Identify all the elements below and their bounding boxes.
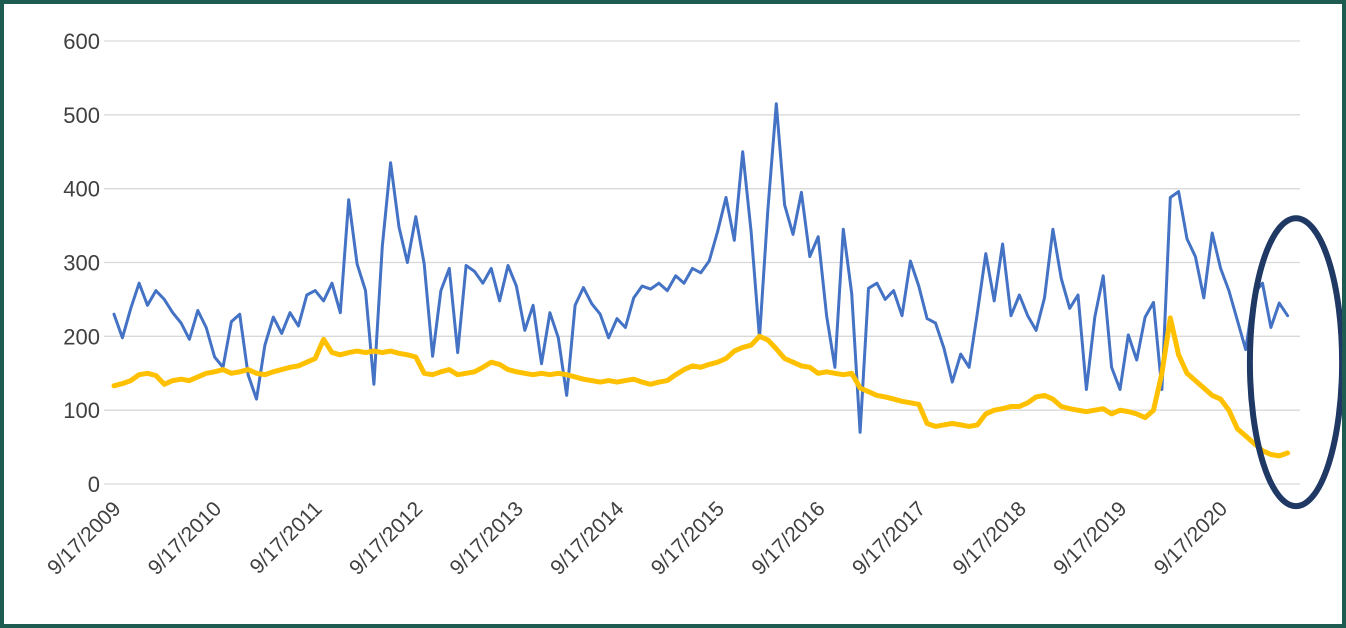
blue-series xyxy=(112,102,1290,434)
y-axis-tick-label: 100 xyxy=(63,398,100,423)
x-axis-tick-label: 9/17/2015 xyxy=(647,497,729,579)
x-axis-tick-label: 9/17/2012 xyxy=(345,497,427,579)
x-axis-tick-label: 9/17/2013 xyxy=(446,497,528,579)
y-axis-tick-label: 500 xyxy=(63,103,100,128)
x-axis-tick-label: 9/17/2019 xyxy=(1049,497,1131,579)
x-axis-tick-label: 9/17/2018 xyxy=(949,497,1031,579)
x-axis-tick-label: 9/17/2017 xyxy=(848,497,930,579)
y-axis-tick-label: 300 xyxy=(63,251,100,276)
x-axis-tick-label: 9/17/2010 xyxy=(144,497,226,579)
x-axis-tick-label: 9/17/2014 xyxy=(546,497,629,580)
x-axis-tick-label: 9/17/2020 xyxy=(1150,497,1232,579)
y-axis-tick-label: 600 xyxy=(63,29,100,54)
highlight-ellipse xyxy=(1246,215,1342,510)
y-axis-tick-label: 400 xyxy=(63,177,100,202)
y-axis-tick-label: 200 xyxy=(63,324,100,349)
yellow-series xyxy=(111,315,1291,459)
y-axis-tick-label: 0 xyxy=(88,472,100,497)
x-axis-tick-label: 9/17/2009 xyxy=(43,497,125,579)
x-axis-tick-label: 9/17/2011 xyxy=(245,497,326,578)
x-axis-tick-label: 9/17/2016 xyxy=(747,497,829,579)
